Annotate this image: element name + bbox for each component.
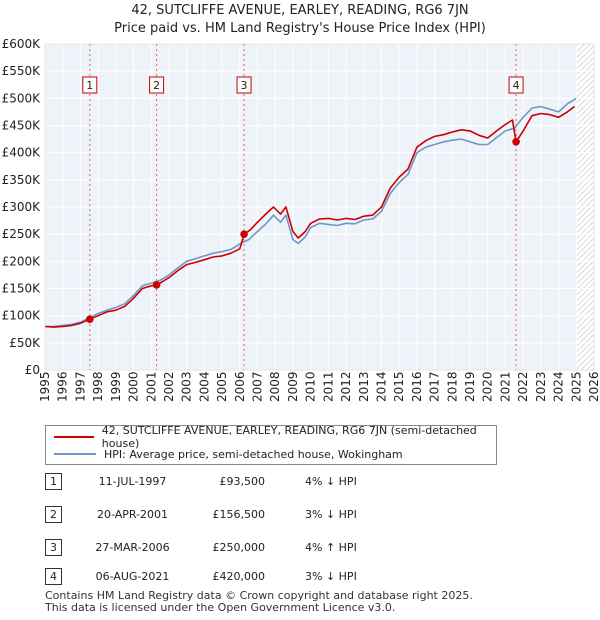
y-tick-label: £50K xyxy=(9,336,41,350)
y-tick-label: £350K xyxy=(2,173,42,187)
x-tick-label: 1995 xyxy=(38,371,52,402)
y-tick-label: £500K xyxy=(2,91,42,105)
x-tick-label: 2005 xyxy=(215,371,229,402)
sale-label-number: 1 xyxy=(86,79,93,92)
transaction-hpi-diff: 4% ↑ HPI xyxy=(305,541,357,554)
sale-point xyxy=(512,138,520,146)
sale-label-box xyxy=(508,76,524,94)
transaction-number-badge: 1 xyxy=(45,473,62,490)
sale-point xyxy=(152,281,161,289)
transaction-date: 11-JUL-1997 xyxy=(98,475,167,488)
x-tick-label: 2008 xyxy=(268,371,282,402)
legend-label-property: 42, SUTCLIFFE AVENUE, EARLEY, READING, R… xyxy=(101,424,477,450)
y-tick-label: £450K xyxy=(2,119,42,133)
legend-item-property: 42, SUTCLIFFE AVENUE, EARLEY, READING, R… xyxy=(46,424,496,450)
x-tick-label: 2025 xyxy=(569,371,583,402)
chart-title-line2: Price paid vs. HM Land Registry's House … xyxy=(114,21,486,36)
x-tick-label: 2022 xyxy=(516,371,530,402)
transaction-number-badge: 2 xyxy=(45,506,62,523)
sale-label-box xyxy=(82,76,98,94)
footer-line2: This data is licensed under the Open Gov… xyxy=(45,601,396,614)
x-tick-label: 2019 xyxy=(463,371,477,402)
legend-swatch-hpi xyxy=(54,453,96,455)
sale-point xyxy=(86,315,94,323)
transaction-date: 20-APR-2001 xyxy=(96,508,169,521)
property-series-line xyxy=(44,105,575,328)
sale-point xyxy=(240,230,248,238)
sale-label-number: 3 xyxy=(241,79,248,92)
footer-line1: Contains HM Land Registry data © Crown c… xyxy=(45,589,473,602)
legend-label-hpi: HPI: Average price, semi-detached house,… xyxy=(104,447,403,461)
x-tick-label: 2011 xyxy=(321,371,335,402)
x-tick-label: 2006 xyxy=(233,371,247,402)
x-tick-label: 1996 xyxy=(56,371,70,402)
chart-title: 42, SUTCLIFFE AVENUE, EARLEY, READING, R… xyxy=(0,2,600,38)
x-tick-label: 2020 xyxy=(481,371,495,402)
y-tick-label: £150K xyxy=(2,282,42,296)
y-tick-label: £400K xyxy=(2,146,42,160)
x-tick-label: 1997 xyxy=(73,371,87,402)
chart-title-line1: 42, SUTCLIFFE AVENUE, EARLEY, READING, R… xyxy=(131,3,469,18)
x-tick-label: 1998 xyxy=(91,371,105,402)
transaction-number-badge: 4 xyxy=(45,568,62,585)
transaction-hpi-diff: 4% ↓ HPI xyxy=(305,475,357,488)
transaction-hpi-diff: 3% ↓ HPI xyxy=(305,508,357,521)
plot-frame xyxy=(44,43,595,371)
x-tick-label: 2014 xyxy=(374,371,388,402)
transaction-price: £156,500 xyxy=(212,508,266,521)
sale-label-box xyxy=(149,76,165,94)
x-tick-label: 2003 xyxy=(180,371,194,402)
x-tick-label: 1999 xyxy=(109,371,123,402)
legend: 42, SUTCLIFFE AVENUE, EARLEY, READING, R… xyxy=(45,424,497,465)
x-tick-label: 2000 xyxy=(127,371,141,402)
x-tick-label: 2018 xyxy=(445,371,459,402)
y-tick-label: £600K xyxy=(2,37,42,51)
y-tick-label: £0 xyxy=(25,363,40,377)
transaction-hpi-diff: 3% ↓ HPI xyxy=(305,570,357,583)
x-tick-label: 2013 xyxy=(357,371,371,402)
transaction-date: 06-AUG-2021 xyxy=(95,570,170,583)
x-tick-label: 2004 xyxy=(197,371,211,402)
price-chart: £0 £50K £100K £150K £200K £250K £300K £350K £400… xyxy=(2,37,600,402)
legend-item-hpi: HPI: Average price, semi-detached house,… xyxy=(46,445,403,463)
x-tick-label: 2017 xyxy=(428,371,442,402)
y-tick-label: £250K xyxy=(2,227,42,241)
footer-attribution: Contains HM Land Registry data © Crown c… xyxy=(45,590,473,614)
y-tick-label: £300K xyxy=(2,200,42,214)
hpi-series-line xyxy=(45,97,577,328)
x-tick-label: 2023 xyxy=(534,371,548,402)
x-tick-label: 2001 xyxy=(144,371,158,402)
sale-label-number: 4 xyxy=(513,79,520,92)
x-tick-label: 2010 xyxy=(304,371,318,402)
x-tick-label: 2015 xyxy=(392,371,406,402)
table-row: 4 06-AUG-2021 £420,000 3% ↓ HPI xyxy=(45,567,585,587)
transaction-price: £250,000 xyxy=(212,541,266,554)
y-tick-label: £550K xyxy=(2,64,42,78)
x-tick-label: 2016 xyxy=(410,371,424,402)
transaction-price: £420,000 xyxy=(212,570,266,583)
x-tick-label: 2009 xyxy=(286,371,300,402)
y-tick-label: £100K xyxy=(2,309,42,323)
x-tick-label: 2002 xyxy=(162,371,176,402)
transaction-date: 27-MAR-2006 xyxy=(95,541,170,554)
table-row: 1 11-JUL-1997 £93,500 4% ↓ HPI xyxy=(45,472,585,492)
table-row: 3 27-MAR-2006 £250,000 4% ↑ HPI xyxy=(45,538,585,558)
sale-label-number: 2 xyxy=(153,79,160,92)
transaction-number-badge: 3 xyxy=(45,539,62,556)
table-row: 2 20-APR-2001 £156,500 3% ↓ HPI xyxy=(45,505,585,525)
x-tick-label: 2021 xyxy=(498,371,512,402)
sale-label-box xyxy=(236,76,252,94)
x-tick-label: 2026 xyxy=(587,371,600,402)
x-tick-label: 2007 xyxy=(251,371,265,402)
x-tick-label: 2024 xyxy=(552,371,566,402)
legend-swatch-property xyxy=(54,436,94,438)
y-tick-label: £200K xyxy=(2,254,42,268)
x-tick-label: 2012 xyxy=(339,371,353,402)
transaction-price: £93,500 xyxy=(219,475,266,488)
